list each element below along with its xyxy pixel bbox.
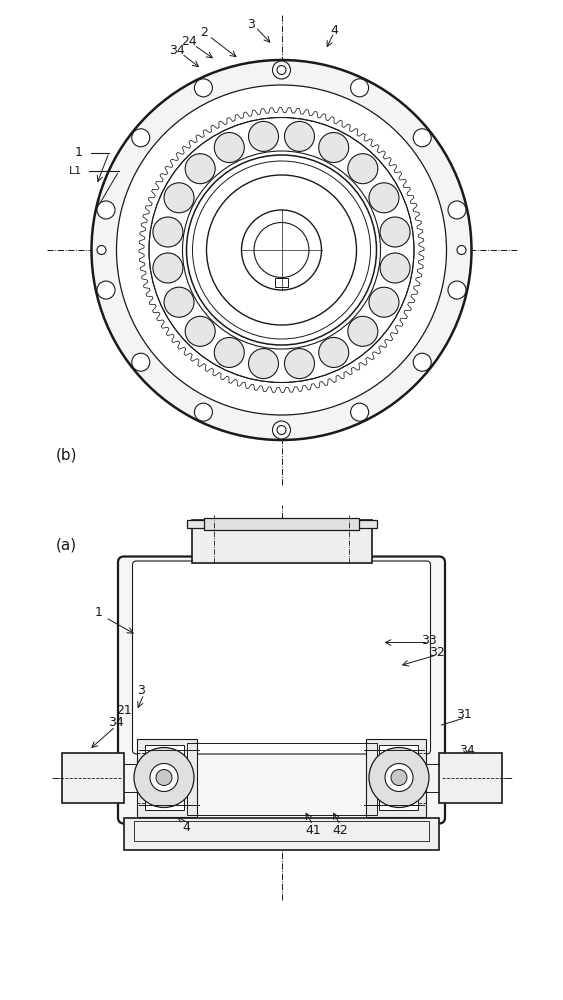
Circle shape xyxy=(248,349,279,379)
Circle shape xyxy=(348,154,378,184)
Circle shape xyxy=(194,403,212,421)
Circle shape xyxy=(97,281,115,299)
Bar xyxy=(204,518,359,530)
Circle shape xyxy=(150,764,178,792)
Circle shape xyxy=(380,253,410,283)
Text: L1: L1 xyxy=(69,166,82,176)
Text: 32: 32 xyxy=(428,646,444,659)
Text: 33: 33 xyxy=(421,634,437,647)
Bar xyxy=(124,818,439,850)
Circle shape xyxy=(97,201,115,219)
Text: 4: 4 xyxy=(182,821,190,834)
Circle shape xyxy=(284,349,315,379)
Circle shape xyxy=(319,133,348,163)
Circle shape xyxy=(194,79,212,97)
Circle shape xyxy=(457,245,466,254)
Text: 31: 31 xyxy=(456,708,472,722)
Circle shape xyxy=(185,316,215,346)
Circle shape xyxy=(153,217,183,247)
Circle shape xyxy=(207,175,356,325)
Bar xyxy=(145,745,184,810)
Circle shape xyxy=(132,129,150,147)
Bar xyxy=(275,277,288,286)
Circle shape xyxy=(277,66,286,75)
Circle shape xyxy=(413,129,431,147)
Circle shape xyxy=(92,60,471,440)
Text: 3: 3 xyxy=(248,17,256,30)
Bar xyxy=(134,821,429,841)
Text: 2: 2 xyxy=(200,26,208,39)
Bar xyxy=(367,738,427,816)
Circle shape xyxy=(369,183,399,213)
Circle shape xyxy=(277,426,286,434)
Circle shape xyxy=(385,764,413,792)
Bar xyxy=(186,742,377,815)
Circle shape xyxy=(369,287,399,317)
Circle shape xyxy=(97,245,106,254)
Text: 3: 3 xyxy=(137,684,145,696)
Bar xyxy=(136,738,196,816)
Bar xyxy=(61,752,124,802)
Circle shape xyxy=(272,61,291,79)
Circle shape xyxy=(117,85,446,415)
Circle shape xyxy=(186,155,377,345)
Text: 24: 24 xyxy=(181,35,197,48)
Circle shape xyxy=(248,121,279,151)
Text: 42: 42 xyxy=(333,824,348,836)
Circle shape xyxy=(348,316,378,346)
Text: 1: 1 xyxy=(95,606,103,619)
Circle shape xyxy=(369,748,429,808)
Circle shape xyxy=(380,217,410,247)
Circle shape xyxy=(351,403,369,421)
Text: 34: 34 xyxy=(459,744,475,756)
Text: 21: 21 xyxy=(116,704,132,716)
Circle shape xyxy=(413,353,431,371)
Bar xyxy=(379,745,418,810)
Text: 41: 41 xyxy=(305,824,321,836)
Text: (a): (a) xyxy=(56,538,77,552)
Bar xyxy=(186,520,377,528)
Text: 24: 24 xyxy=(138,808,154,822)
Circle shape xyxy=(164,183,194,213)
Circle shape xyxy=(319,337,348,367)
Text: 1: 1 xyxy=(75,146,83,159)
Circle shape xyxy=(272,421,291,439)
Circle shape xyxy=(164,287,194,317)
Circle shape xyxy=(215,337,244,367)
Circle shape xyxy=(215,133,244,163)
Circle shape xyxy=(132,353,150,371)
Circle shape xyxy=(391,770,407,786)
Bar xyxy=(439,752,502,802)
Circle shape xyxy=(134,748,194,808)
Circle shape xyxy=(153,253,183,283)
Text: 34: 34 xyxy=(108,716,123,729)
Circle shape xyxy=(242,210,321,290)
FancyBboxPatch shape xyxy=(118,556,445,824)
FancyBboxPatch shape xyxy=(132,561,431,754)
Circle shape xyxy=(185,154,215,184)
Text: 4: 4 xyxy=(330,23,338,36)
Text: 2: 2 xyxy=(115,768,123,782)
Text: (b): (b) xyxy=(56,448,77,462)
Text: 34: 34 xyxy=(169,43,184,56)
Circle shape xyxy=(156,770,172,786)
Circle shape xyxy=(351,79,369,97)
Circle shape xyxy=(448,281,466,299)
Circle shape xyxy=(284,121,315,151)
Circle shape xyxy=(448,201,466,219)
Bar xyxy=(191,520,372,562)
